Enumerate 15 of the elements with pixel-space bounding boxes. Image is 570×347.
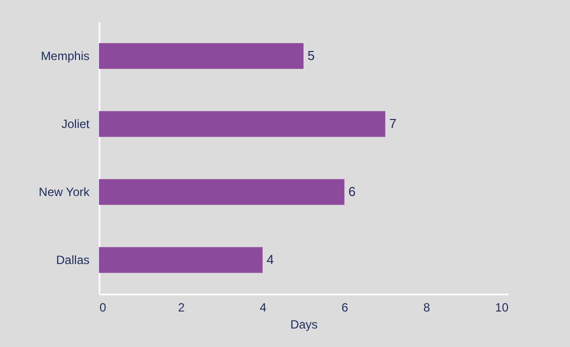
y-tick-label: Joliet	[61, 117, 90, 131]
x-tick-label: 2	[178, 300, 185, 314]
x-tick-label: 6	[342, 300, 349, 314]
y-tick-label: New York	[38, 185, 90, 199]
data-label: 7	[389, 116, 397, 131]
data-label: 4	[266, 252, 274, 267]
y-tick-label: Dallas	[56, 253, 90, 267]
y-tick-label: Memphis	[40, 49, 90, 63]
x-tick-label: 8	[423, 300, 430, 314]
data-label: 6	[348, 184, 356, 199]
x-axis-title: Days	[290, 318, 318, 332]
x-tick-label: 0	[100, 300, 106, 314]
x-tick-label: 10	[495, 300, 509, 314]
x-tick-label: 4	[260, 300, 267, 314]
data-label: 5	[308, 48, 315, 63]
